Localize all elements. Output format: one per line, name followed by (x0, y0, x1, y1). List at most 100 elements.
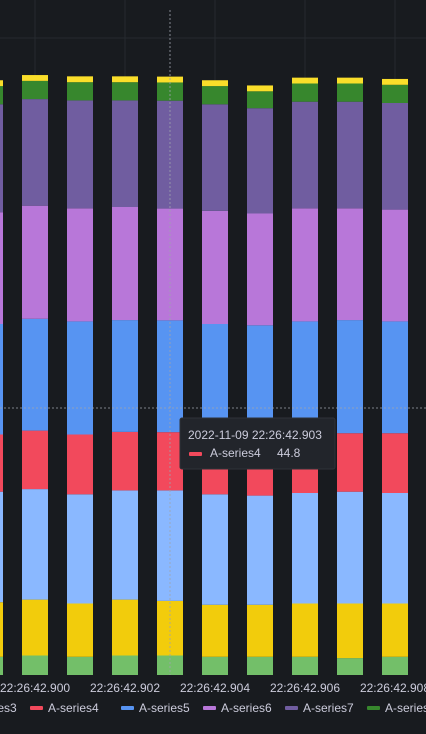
bar-segment (247, 213, 273, 326)
x-tick-label: 22:26:42.904 (180, 681, 250, 695)
bar-segment (112, 599, 138, 656)
bar-segment (22, 318, 48, 431)
bar-segment (0, 602, 3, 657)
legend-swatch (30, 706, 43, 710)
x-tick-label: 22:26:42.906 (270, 681, 340, 695)
bar-segment (337, 433, 363, 492)
bar-segment (67, 603, 93, 657)
bar-segment (202, 86, 228, 105)
bar-segment (382, 493, 408, 604)
bar-segment (112, 100, 138, 207)
bar-segment (202, 494, 228, 605)
bar-segment (0, 434, 3, 492)
bar-segment (67, 321, 93, 435)
bar-segment (67, 656, 93, 675)
bar-segment (382, 603, 408, 657)
bar-segment (382, 321, 408, 434)
bar-segment (67, 76, 93, 83)
bars (0, 75, 408, 675)
bar-segment (202, 656, 228, 675)
bar-segment (112, 655, 138, 675)
bar-segment (247, 604, 273, 657)
legend-swatch (367, 706, 380, 710)
bar-segment (112, 207, 138, 321)
legend-swatch (285, 706, 298, 710)
bar-segment (22, 205, 48, 319)
bar-segment (202, 80, 228, 87)
bar-segment (67, 100, 93, 209)
legend-label: A-series8 (385, 701, 426, 715)
tooltip-box (179, 417, 336, 470)
bar-segment (382, 656, 408, 675)
bar-segment (22, 75, 48, 81)
bar-segment (22, 655, 48, 675)
bar-segment (157, 655, 183, 675)
x-tick-label: 22:26:42.900 (0, 681, 70, 695)
x-tick-label: 22:26:42.902 (90, 681, 160, 695)
bar-segment (202, 604, 228, 657)
bar-segment (337, 101, 363, 209)
bar-segment (382, 84, 408, 103)
bar-segment (382, 103, 408, 210)
tooltip-title: 2022-11-09 22:26:42.903 (188, 428, 322, 442)
bar-segment (337, 77, 363, 84)
legend-label: A-series6 (221, 701, 272, 715)
bar-segment (0, 86, 3, 105)
legend: A-series3 A-series4 A-series5 A-series6 A-se… (0, 701, 426, 715)
bar-segment (112, 82, 138, 101)
legend-label: A-series7 (303, 701, 354, 715)
bar-segment (0, 491, 3, 603)
tooltip-value: 44.8 (277, 446, 301, 460)
bar-segment (0, 212, 3, 324)
bar-segment (67, 434, 93, 495)
bar-segment (112, 490, 138, 600)
bar-segment (247, 656, 273, 675)
bar-segment (382, 433, 408, 493)
bar-segment (0, 324, 3, 435)
x-axis: 22:26:42.900 22:26:42.902 22:26:42.904 22:2… (0, 681, 426, 695)
bar-segment (202, 104, 228, 211)
bar-segment (337, 320, 363, 434)
bar-segment (247, 91, 273, 109)
bar-segment (22, 489, 48, 600)
bar-segment (337, 658, 363, 675)
bar-segment (22, 80, 48, 100)
legend-label: A-series4 (48, 701, 99, 715)
bar-segment (0, 104, 3, 213)
bar-segment (202, 210, 228, 324)
bar-segment (67, 82, 93, 101)
legend-swatch (121, 706, 134, 710)
bar-segment (67, 494, 93, 604)
bar-segment (292, 208, 318, 322)
bar-segment (247, 108, 273, 214)
bar-segment (292, 493, 318, 604)
bar-segment (292, 77, 318, 84)
bar-segment (112, 320, 138, 432)
bar-segment (337, 208, 363, 321)
bar-segment (112, 431, 138, 491)
bar-segment (292, 656, 318, 675)
bar-segment (292, 321, 318, 434)
bar-segment (22, 599, 48, 656)
tooltip-series: A-series4 (210, 446, 261, 460)
bar-segment (337, 491, 363, 604)
bar-segment (247, 495, 273, 605)
bar-segment (67, 208, 93, 322)
bar-segment (157, 432, 183, 491)
bar-segment (292, 83, 318, 102)
x-tick-label: 22:26:42.908 (360, 681, 426, 695)
bar-segment (22, 99, 48, 206)
bar-segment (382, 78, 408, 85)
bar-segment (22, 430, 48, 490)
legend-swatch (203, 706, 216, 710)
tooltip-swatch (189, 452, 202, 456)
bar-segment (337, 83, 363, 102)
bar-segment (0, 80, 3, 87)
bar-segment (382, 209, 408, 322)
bar-segment (292, 603, 318, 657)
bar-segment (0, 656, 3, 675)
bar-segment (112, 76, 138, 83)
tooltip: 2022-11-09 22:26:42.903 A-series4 44.8 (179, 417, 336, 470)
bar-segment (292, 101, 318, 209)
